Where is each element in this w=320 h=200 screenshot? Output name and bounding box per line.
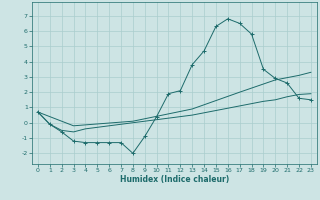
X-axis label: Humidex (Indice chaleur): Humidex (Indice chaleur) — [120, 175, 229, 184]
